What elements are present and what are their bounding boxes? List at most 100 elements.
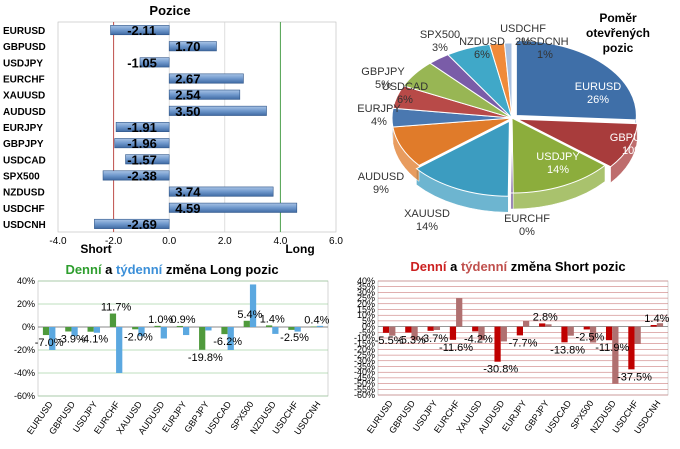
position-value-eurjpy: -1.91 <box>127 120 157 135</box>
positions-xtick: 0.0 <box>162 236 176 247</box>
c4-bar-t-denn--eurjpy <box>523 320 530 327</box>
pie-pct-audusd: 9% <box>373 184 389 196</box>
position-category-eurjpy: EURJPY <box>3 123 43 134</box>
position-bar-gbpusd <box>168 41 217 52</box>
pie-title-line-2: otevřených <box>586 26 650 40</box>
c4-bar-t-denn--gbpusd <box>411 326 418 341</box>
c4-data-label-usdcad: -13.8% <box>550 344 585 356</box>
c3-data-label-nzdusd: 1.4% <box>260 313 285 325</box>
pie-label-gbpjpy: GBPJPY <box>361 66 405 78</box>
c3-bar-denn--gbpusd <box>65 327 72 332</box>
pie-slice-xauusd <box>415 120 510 197</box>
pie-pct-usdchf: 2% <box>515 36 531 48</box>
long-title-part-daily: Denní <box>65 262 102 277</box>
pie-slice-gbpusd <box>517 118 638 168</box>
position-bar-usdchf <box>168 202 298 213</box>
position-category-eurchf: EURCHF <box>3 75 45 86</box>
position-value-gbpjpy: -1.96 <box>127 136 157 151</box>
pie-label-eurjpy: EURJPY <box>357 103 401 115</box>
c4-bar-denn--gbpjpy <box>539 323 546 327</box>
c4-ytick: -20% <box>354 344 375 354</box>
pie-slice-usdjpy <box>511 117 606 194</box>
position-bar-usdcnh <box>94 218 170 229</box>
c4-data-label-gbpusd: -5.3% <box>397 335 426 347</box>
c3-ytick: 0% <box>22 322 35 332</box>
c4-bar-t-denn--audusd <box>500 326 507 342</box>
c4-ytick: -10% <box>354 333 375 343</box>
position-value-eurchf: 2.67 <box>175 72 200 87</box>
c4-data-label-spx500: -2.5% <box>576 331 605 343</box>
position-bar-usdcad <box>125 154 170 165</box>
c3-bar-denn--nzdusd <box>265 325 273 327</box>
c3-bar-denn--eurchf <box>109 313 117 327</box>
c4-data-label-eurjpy: -7.7% <box>509 337 538 349</box>
c4-bar-t-denn--usdcnh <box>656 323 664 327</box>
position-category-audusd: AUDUSD <box>3 107 46 118</box>
c3-bar-denn--eurjpy <box>176 325 183 327</box>
c4-bar-t-denn--spx500 <box>589 326 597 343</box>
pie-label-audusd: AUDUSD <box>358 171 405 183</box>
position-category-xauusd: XAUUSD <box>3 91 45 102</box>
c3-data-label-eurusd: -7.0% <box>35 337 64 349</box>
pie-pct-gbpusd: 10% <box>622 145 644 157</box>
c4-bar-denn--usdchf <box>628 326 635 370</box>
positions-xtick: 2.0 <box>218 236 232 247</box>
position-value-xauusd: 2.54 <box>175 88 201 103</box>
position-value-usdjpy: -1.05 <box>127 55 157 70</box>
c4-bar-denn--audusd <box>494 326 501 362</box>
positions-xtick: -4.0 <box>49 236 67 247</box>
c3-bar-denn--spx500 <box>243 320 250 327</box>
c3-ytick: 20% <box>17 299 35 309</box>
c3-bar-denn--usdcad <box>221 327 228 335</box>
pie-label-usdcad: USDCAD <box>382 81 429 93</box>
c3-bar-t-denn--usdcad <box>227 327 234 350</box>
position-value-gbpusd: 1.70 <box>175 39 200 54</box>
pie-label-xauusd: XAUUSD <box>404 208 450 220</box>
c4-ytick: -40% <box>354 367 375 377</box>
c3-data-label-gbpjpy: -19.8% <box>188 352 223 364</box>
c4-data-label-nzdusd: -11.9% <box>595 342 629 354</box>
c4-data-label-audusd: -30.8% <box>483 364 518 376</box>
position-category-usdchf: USDCHF <box>3 204 45 215</box>
c4-ytick: 0% <box>362 322 375 332</box>
c4-bar-denn--usdcnh <box>650 325 657 327</box>
c3-bar-t-denn--eurusd <box>49 327 56 350</box>
position-value-spx500: -2.38 <box>127 168 157 183</box>
long-title-part-weekly: týdenní <box>116 262 163 277</box>
c4-data-label-gbpjpy: 2.8% <box>533 311 558 323</box>
position-bar-eurjpy <box>115 122 170 132</box>
pie-label-spx500: SPX500 <box>420 29 460 41</box>
c3-bar-t-denn--audusd <box>160 327 167 339</box>
c3-bar-denn--usdjpy <box>87 327 94 332</box>
positions-xtick: 4.0 <box>273 236 287 247</box>
position-category-eurusd: EURUSD <box>3 26 45 37</box>
short-label: Short <box>80 242 111 256</box>
c4-bar-t-denn--usdcad <box>567 326 574 336</box>
c3-data-label-eurjpy: 0.9% <box>170 314 195 326</box>
pie-slice-eurchf <box>510 117 514 194</box>
c3-bar-t-denn--eurchf <box>116 327 123 373</box>
positions-xtick: -2.0 <box>105 236 123 247</box>
pie-pct-gbpjpy: 5% <box>375 79 391 91</box>
c4-ytick: 10% <box>357 310 375 320</box>
c4-bar-t-denn--gbpjpy <box>545 324 552 327</box>
c3-bar-denn--audusd <box>154 325 161 327</box>
long-change-title: Denní a týdenní změna Long pozic <box>65 262 278 277</box>
position-bar-spx500 <box>102 170 170 181</box>
long-title-part-and: a <box>102 262 116 277</box>
position-category-spx500: SPX500 <box>3 171 40 182</box>
c4-ytick: -15% <box>354 339 375 349</box>
c3-ytick: 40% <box>17 276 35 286</box>
c4-ytick: -25% <box>354 350 375 360</box>
pie-slice-eurusd <box>515 40 637 121</box>
c3-ytick: -40% <box>14 368 35 378</box>
pie-slice-side-eurchf <box>510 192 514 210</box>
pie-pct-xauusd: 14% <box>416 221 438 233</box>
long-change-plot-area <box>37 280 329 397</box>
short-change-chart: Denní a týdenní změna Short pozic 40%35%… <box>354 259 670 436</box>
c4-bar-denn--usdjpy <box>427 326 434 331</box>
c4-bar-t-denn--usdjpy <box>433 326 441 331</box>
short-change-title: Denní a týdenní změna Short pozic <box>410 259 625 274</box>
c4-ytick: -5% <box>359 327 375 337</box>
position-bar-xauusd <box>168 89 241 100</box>
